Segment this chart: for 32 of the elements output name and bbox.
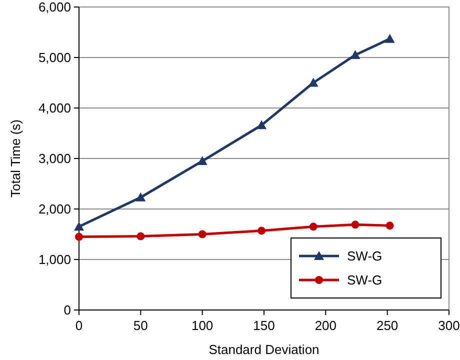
x-tick-label: 300: [438, 318, 460, 333]
point: [350, 50, 360, 59]
point: [308, 78, 318, 87]
point: [75, 232, 83, 241]
point: [136, 232, 145, 240]
point: [197, 156, 208, 166]
legend-label: SW-G: [347, 272, 382, 288]
x-axis-title: Standard Deviation: [208, 342, 320, 357]
x-tick-label: 250: [376, 318, 398, 333]
y-tick-label: 6,000: [38, 0, 71, 15]
y-tick-label: 1,000: [38, 252, 71, 268]
x-tick-label: 150: [253, 318, 275, 333]
y-axis-title: Total Time (s): [8, 119, 23, 198]
point: [386, 222, 394, 230]
y-tick-label: 3,000: [38, 151, 71, 166]
point: [136, 192, 146, 202]
y-tick-label: 2,000: [38, 202, 71, 217]
y-tick-label: 0: [64, 302, 71, 318]
y-tick-label: 5,000: [38, 50, 71, 66]
x-tick-label: 100: [191, 318, 214, 333]
point: [198, 230, 206, 238]
legend-label: SW-G: [347, 248, 382, 264]
x-tick-label: 200: [314, 318, 337, 333]
point: [74, 222, 84, 231]
x-tick-label: 0: [75, 318, 83, 333]
y-tick-label: 4,000: [38, 100, 71, 116]
point: [384, 34, 395, 43]
point: [351, 220, 360, 229]
point: [309, 222, 318, 231]
point: [258, 226, 266, 235]
x-tick-label: 50: [133, 318, 148, 333]
point: [256, 120, 267, 130]
